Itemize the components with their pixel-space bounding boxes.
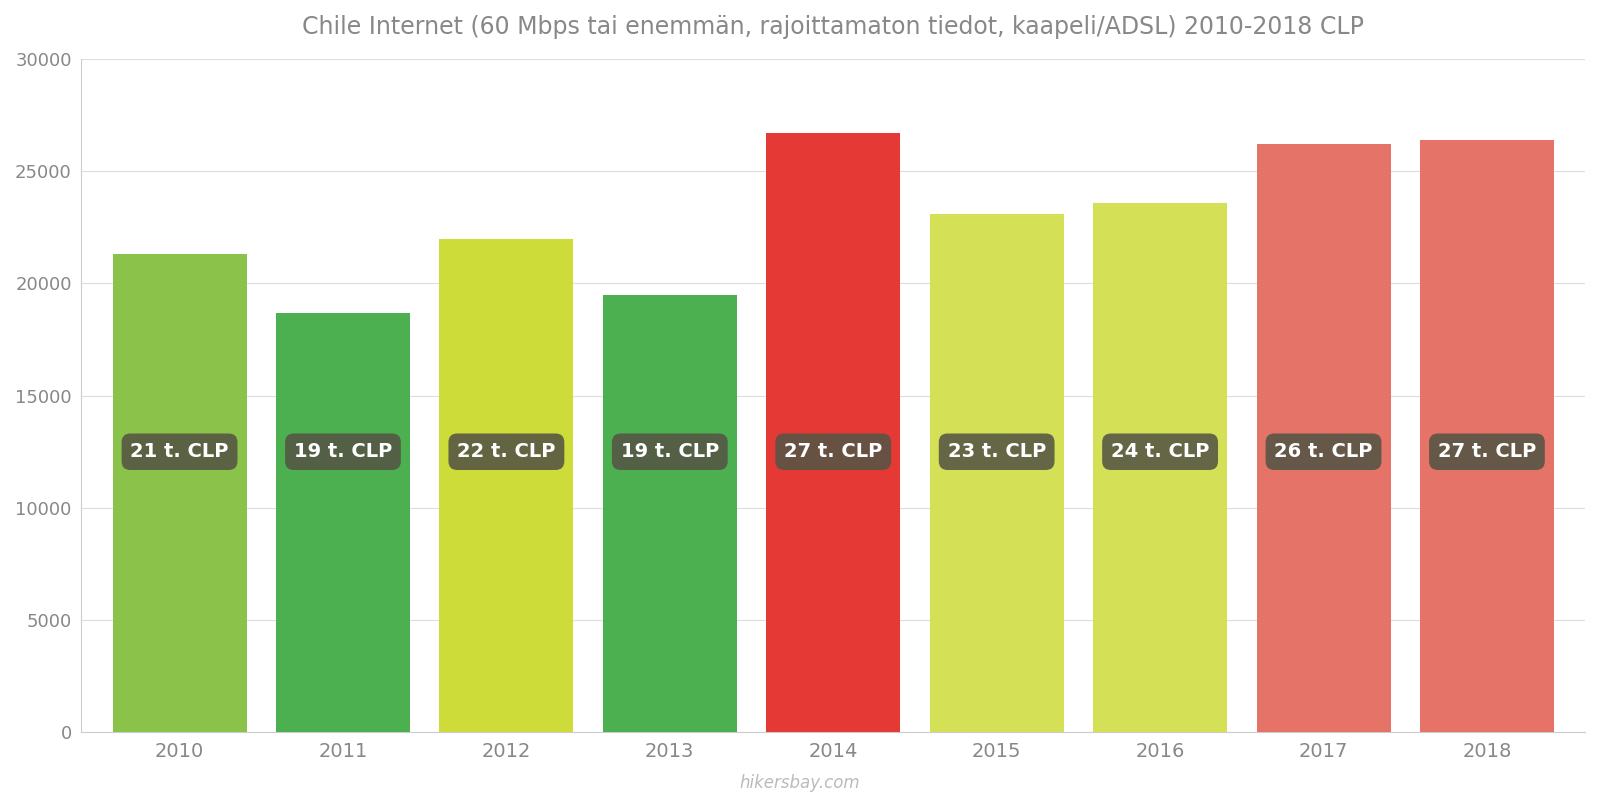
Text: 24 t. CLP: 24 t. CLP [1110, 442, 1210, 462]
Text: 19 t. CLP: 19 t. CLP [621, 442, 718, 462]
Text: hikersbay.com: hikersbay.com [739, 774, 861, 792]
Bar [440, 238, 573, 732]
Bar [1093, 202, 1227, 732]
Text: 21 t. CLP: 21 t. CLP [130, 442, 229, 462]
Title: Chile Internet (60 Mbps tai enemmän, rajoittamaton tiedot, kaapeli/ADSL) 2010-20: Chile Internet (60 Mbps tai enemmän, raj… [302, 15, 1365, 39]
Bar [766, 133, 901, 732]
Bar [112, 254, 246, 732]
Text: 23 t. CLP: 23 t. CLP [947, 442, 1046, 462]
Text: 26 t. CLP: 26 t. CLP [1274, 442, 1373, 462]
Bar [1419, 140, 1554, 732]
Text: 22 t. CLP: 22 t. CLP [458, 442, 555, 462]
Bar [275, 313, 410, 732]
Text: 19 t. CLP: 19 t. CLP [294, 442, 392, 462]
Bar [930, 214, 1064, 732]
Text: 27 t. CLP: 27 t. CLP [784, 442, 882, 462]
Text: 27 t. CLP: 27 t. CLP [1438, 442, 1536, 462]
Bar [1256, 144, 1390, 732]
Bar [603, 294, 738, 732]
